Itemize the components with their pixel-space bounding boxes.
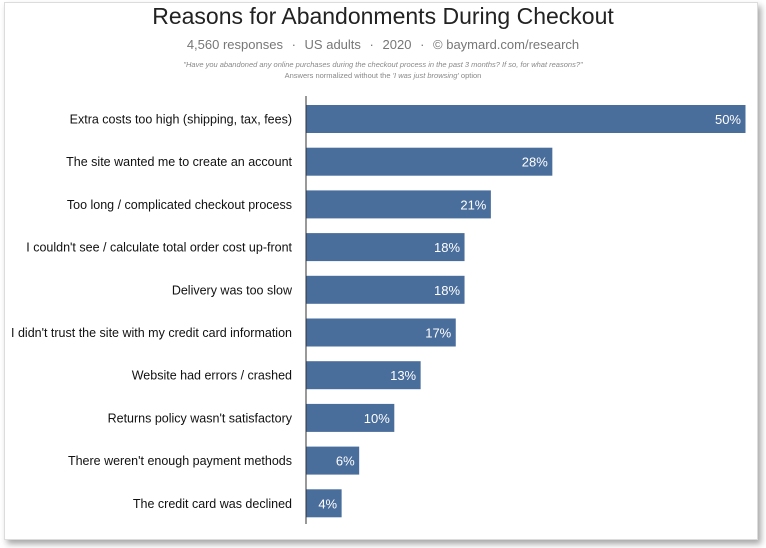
category-label: Extra costs too high (shipping, tax, fee… (70, 113, 292, 127)
note-prefix: Answers normalized without the (284, 71, 393, 80)
category-label: I didn't trust the site with my credit c… (11, 326, 292, 340)
category-label: The site wanted me to create an account (66, 155, 292, 169)
value-label: 28% (522, 155, 548, 170)
bar (306, 446, 360, 475)
bar (306, 403, 395, 432)
value-label: 17% (425, 326, 451, 341)
responses-count: 4,560 responses (186, 37, 283, 52)
chart-title: Reasons for Abandonments During Checkout (152, 3, 614, 29)
source-credit: © baymard.com/research (433, 37, 580, 52)
value-label: 10% (364, 411, 390, 426)
category-label: Too long / complicated checkout process (67, 198, 292, 212)
value-label: 18% (434, 283, 460, 298)
category-label: There weren't enough payment methods (68, 454, 292, 468)
chart-subtitle: 4,560 responses · US adults · 2020 · © b… (0, 37, 766, 52)
bar (306, 318, 456, 347)
bar (306, 233, 465, 262)
audience: US adults (304, 37, 361, 52)
note-italic: 'I was just browsing' (392, 71, 459, 80)
survey-question: "Have you abandoned any online purchases… (183, 60, 583, 69)
category-label: The credit card was declined (133, 497, 292, 511)
value-label: 4% (318, 496, 337, 511)
subtitle-separator: · (369, 37, 374, 52)
normalization-note: Answers normalized without the 'I was ju… (0, 71, 766, 80)
value-label: 18% (434, 240, 460, 255)
value-label: 6% (336, 454, 355, 469)
subtitle-separator: · (291, 37, 296, 52)
chart-frame (4, 2, 758, 540)
value-label: 50% (715, 112, 741, 127)
survey-year: 2020 (382, 37, 412, 52)
subtitle-separator: · (420, 37, 425, 52)
bar (306, 489, 342, 518)
bar (306, 105, 746, 133)
bar (306, 361, 421, 390)
category-label: Website had errors / crashed (132, 369, 292, 383)
category-label: I couldn't see / calculate total order c… (26, 241, 292, 255)
note-suffix: option (458, 71, 482, 80)
bar (306, 147, 553, 176)
value-label: 13% (390, 368, 416, 383)
value-label: 21% (460, 197, 486, 212)
category-label: Returns policy wasn't satisfactory (108, 411, 293, 425)
bar (306, 190, 491, 219)
bar (306, 275, 465, 304)
category-label: Delivery was too slow (172, 283, 293, 297)
